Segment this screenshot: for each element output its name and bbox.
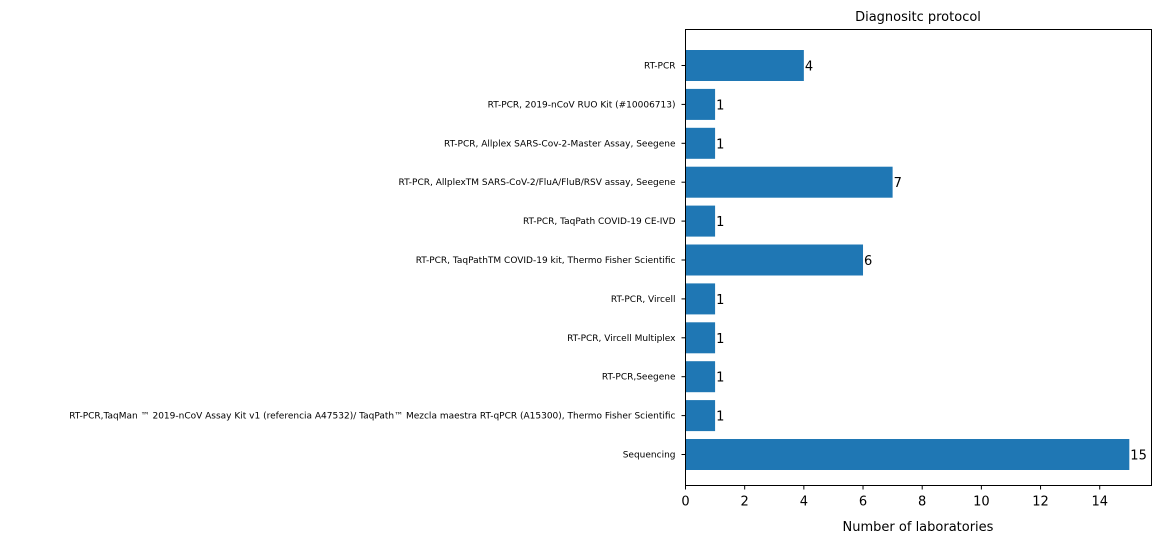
x-tick-label: 6 <box>859 495 867 510</box>
data-label: 1 <box>716 410 724 425</box>
bar <box>685 50 804 81</box>
category-label: RT-PCR, Vircell Multiplex <box>567 334 676 344</box>
category-label: Sequencing <box>623 451 676 461</box>
bar <box>685 439 1130 470</box>
data-label: 1 <box>716 332 724 347</box>
category-label: RT-PCR, Vircell <box>611 295 676 305</box>
bar <box>685 88 716 120</box>
x-tick-label: 0 <box>681 495 689 510</box>
plot-frame <box>685 29 1152 486</box>
data-label: 4 <box>805 60 813 75</box>
bar <box>685 400 716 432</box>
category-label: RT-PCR,TaqMan ™ 2019-nCoV Assay Kit v1 (… <box>69 412 675 422</box>
category-label: RT-PCR, Allplex SARS-Cov-2-Master Assay,… <box>444 139 676 149</box>
x-tick-label: 8 <box>918 495 926 510</box>
bars-group <box>685 50 1130 470</box>
bar <box>685 322 716 354</box>
category-labels: RT-PCR RT-PCR, 2019-nCoV RUO Kit (#100067… <box>69 62 686 461</box>
bar <box>685 361 716 393</box>
bar <box>685 127 716 159</box>
data-label: 1 <box>716 293 724 308</box>
bar <box>685 205 716 237</box>
data-label: 1 <box>716 98 724 113</box>
data-label: 6 <box>864 254 872 269</box>
data-label: 15 <box>1130 449 1147 464</box>
x-axis-label: Number of laboratories <box>843 520 994 535</box>
category-label: RT-PCR, TaqPath COVID-19 CE-IVD <box>523 217 676 227</box>
data-label: 1 <box>716 137 724 152</box>
category-label: RT-PCR <box>644 62 675 72</box>
x-tick-label: 4 <box>800 495 808 510</box>
x-tick-label: 12 <box>1032 495 1049 510</box>
data-label: 1 <box>716 371 724 386</box>
x-tick-label: 14 <box>1091 495 1108 510</box>
category-label: RT-PCR,Seegene <box>602 373 676 383</box>
x-axis-ticks: 0 2 4 6 8 10 12 14 <box>681 485 1108 510</box>
data-label: 7 <box>894 176 902 191</box>
bar <box>685 283 716 315</box>
category-label: RT-PCR, 2019-nCoV RUO Kit (#10006713) <box>488 100 676 110</box>
chart-title: Diagnositc protocol <box>855 10 981 25</box>
x-tick-label: 2 <box>741 495 749 510</box>
bar <box>685 244 864 276</box>
x-tick-label: 10 <box>973 495 990 510</box>
category-label: RT-PCR, TaqPathTM COVID-19 kit, Thermo F… <box>416 256 676 266</box>
category-label: RT-PCR, AllplexTM SARS-CoV-2/FluA/FluB/R… <box>399 178 676 188</box>
data-label: 1 <box>716 215 724 230</box>
bar <box>685 166 893 198</box>
